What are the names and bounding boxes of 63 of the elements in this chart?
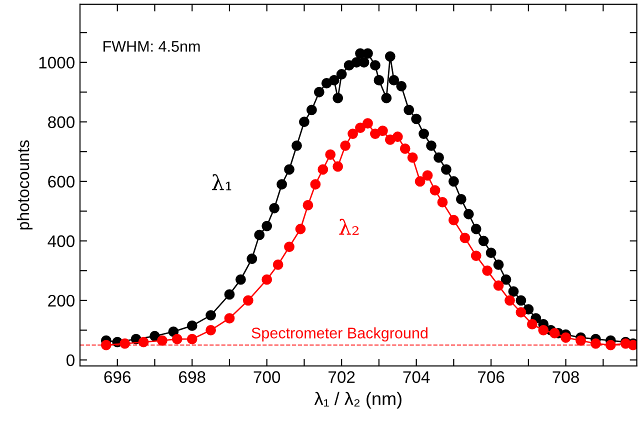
y-tick-label: 400 bbox=[48, 235, 74, 248]
point bbox=[362, 118, 373, 129]
x-tick-label: 698 bbox=[179, 371, 206, 383]
point bbox=[348, 128, 358, 139]
y-axis-title: photocounts bbox=[16, 140, 33, 230]
series-label: λ₂ bbox=[339, 218, 359, 235]
point bbox=[100, 340, 112, 350]
y-tick-label: 600 bbox=[48, 176, 74, 188]
point bbox=[560, 332, 572, 343]
point bbox=[224, 313, 235, 324]
x-axis-title: λ₁ / λ₂ (nm) bbox=[314, 392, 402, 409]
point bbox=[284, 242, 294, 252]
point bbox=[377, 126, 388, 136]
point bbox=[325, 149, 336, 160]
y-tick-label: 200 bbox=[48, 294, 74, 307]
point bbox=[120, 338, 130, 349]
x-tick-label: 696 bbox=[104, 371, 131, 383]
point bbox=[430, 185, 440, 196]
point bbox=[460, 232, 470, 244]
point bbox=[590, 338, 601, 349]
point bbox=[318, 164, 328, 175]
point bbox=[295, 224, 306, 234]
ref-line-label: Spectrometer Background bbox=[252, 327, 428, 342]
x-tick-label: 708 bbox=[552, 371, 579, 383]
point bbox=[448, 214, 459, 226]
point bbox=[576, 335, 586, 346]
point bbox=[206, 324, 216, 336]
point bbox=[340, 140, 351, 151]
point bbox=[332, 161, 344, 172]
y-tick-label: 0 bbox=[66, 354, 74, 366]
y-tick-label: 800 bbox=[48, 116, 74, 128]
point bbox=[355, 122, 366, 134]
y-tick-label: 1000 bbox=[39, 56, 74, 69]
x-tick-label: 700 bbox=[254, 371, 280, 383]
point bbox=[422, 170, 433, 181]
point bbox=[493, 280, 504, 291]
point bbox=[482, 265, 493, 276]
annotation: FWHM: 4.5nm bbox=[104, 41, 200, 52]
point bbox=[172, 334, 182, 344]
x-tick-label: 704 bbox=[403, 371, 430, 383]
point bbox=[138, 336, 149, 348]
x-tick-label: 706 bbox=[478, 371, 504, 383]
point bbox=[470, 250, 482, 261]
point bbox=[538, 324, 549, 336]
point bbox=[437, 197, 448, 208]
point bbox=[262, 274, 272, 285]
point bbox=[392, 132, 403, 142]
point bbox=[272, 260, 284, 270]
text: λ₁ bbox=[212, 174, 232, 190]
point bbox=[157, 335, 168, 346]
point bbox=[302, 200, 314, 210]
x-tick-label: 702 bbox=[328, 371, 355, 383]
point bbox=[186, 334, 198, 344]
point bbox=[414, 176, 426, 187]
point bbox=[605, 340, 616, 350]
point bbox=[516, 307, 526, 318]
point bbox=[549, 328, 560, 338]
point bbox=[310, 179, 321, 190]
point bbox=[504, 295, 515, 306]
point bbox=[242, 295, 254, 306]
point bbox=[407, 152, 418, 163]
point bbox=[400, 143, 410, 154]
point bbox=[526, 319, 538, 330]
